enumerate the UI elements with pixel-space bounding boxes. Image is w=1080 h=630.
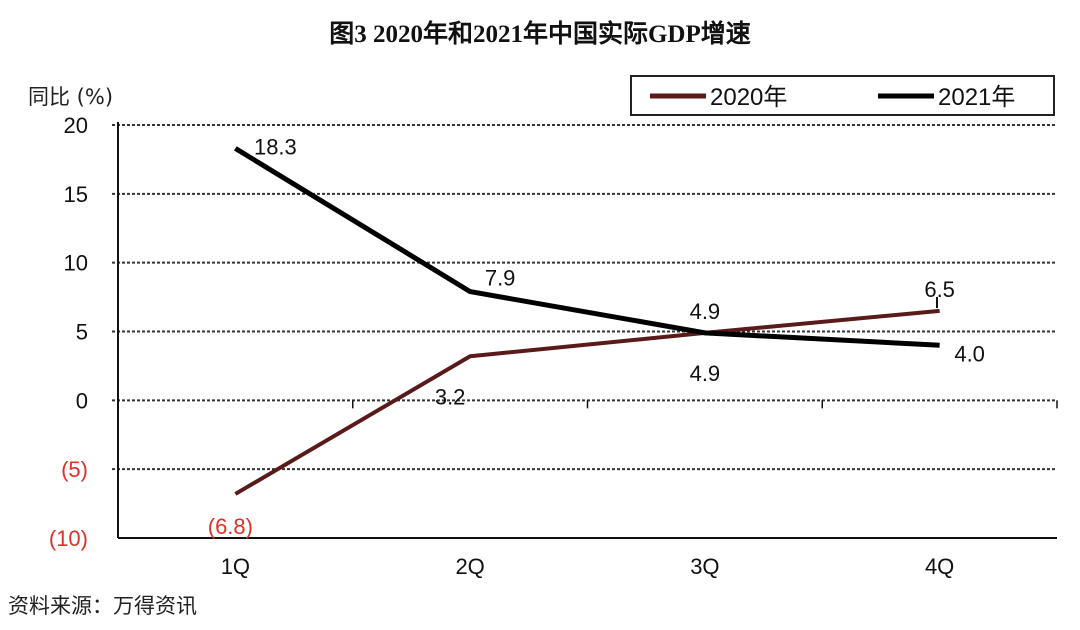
legend-label: 2020年 — [710, 84, 787, 111]
data-label: 6.5 — [924, 277, 955, 302]
y-tick-label: 15 — [64, 182, 88, 207]
source-note: 资料来源：万得资讯 — [8, 594, 197, 618]
y-tick-label: (10) — [49, 526, 88, 551]
data-label: 7.9 — [485, 266, 516, 291]
y-tick-label: 20 — [64, 113, 88, 138]
series-line — [234, 308, 940, 496]
y-axis-label: 同比 (%) — [28, 85, 113, 109]
chart-title: 图3 2020年和2021年中国实际GDP增速 — [329, 21, 751, 48]
y-tick-label: 10 — [64, 251, 88, 276]
y-tick-label: 5 — [76, 320, 88, 345]
data-label: 18.3 — [254, 134, 297, 159]
data-label: 3.2 — [435, 384, 466, 409]
data-label: 4.0 — [954, 341, 985, 366]
x-tick-label: 1Q — [221, 554, 250, 579]
y-tick-label: 0 — [76, 388, 88, 413]
y-tick-label: (5) — [61, 457, 88, 482]
x-tick-label: 2Q — [455, 554, 484, 579]
x-tick-label: 3Q — [690, 554, 719, 579]
data-label: 4.9 — [690, 299, 721, 324]
data-label: 4.9 — [690, 361, 721, 386]
x-tick-label: 4Q — [925, 554, 954, 579]
series-line — [234, 146, 940, 348]
data-label: (6.8) — [208, 514, 253, 539]
legend-label: 2021年 — [938, 84, 1015, 111]
